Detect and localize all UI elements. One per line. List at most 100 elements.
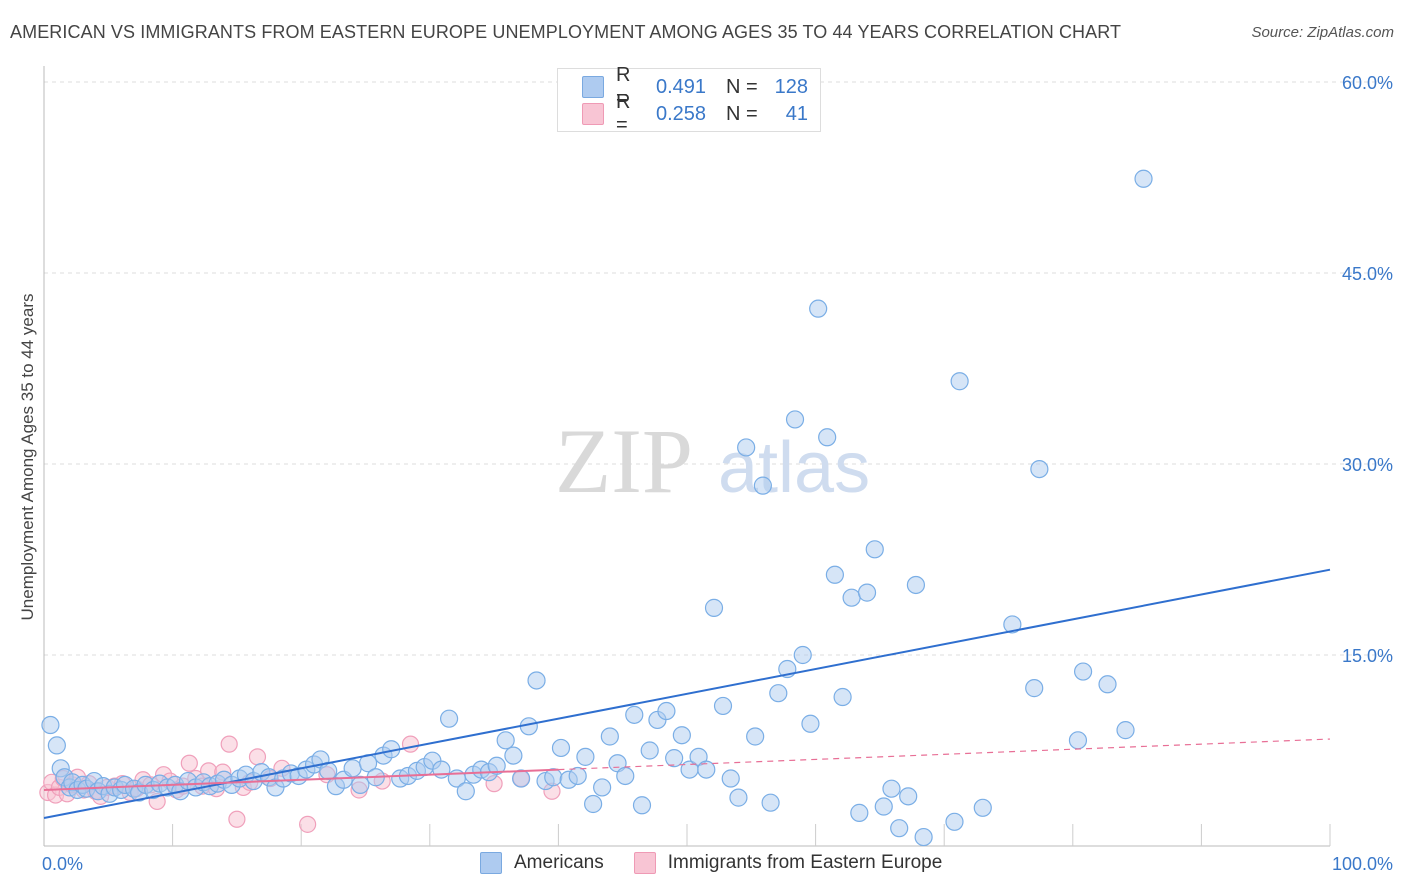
americans-point [640, 741, 659, 760]
americans-point [809, 299, 828, 318]
immigrants-point [299, 815, 317, 833]
n-value: 41 [785, 102, 808, 125]
stats-legend: R = 0.491 N = 128 R = 0.258 N = 41 [557, 64, 821, 136]
immigrants-point [180, 754, 198, 772]
americans-point [1068, 731, 1088, 750]
americans-point [857, 583, 877, 602]
immigrants-trend-line [43, 768, 559, 791]
x-tick-label: 0.0% [42, 854, 83, 874]
americans-point [950, 372, 969, 391]
americans-point [906, 575, 926, 595]
americans-point [584, 794, 603, 814]
axes [43, 66, 1331, 847]
americans-point [842, 588, 861, 607]
americans-point [672, 726, 691, 745]
americans-point [616, 766, 635, 786]
n-value: 128 [774, 75, 808, 98]
americans-point [793, 645, 812, 665]
americans-point [1134, 169, 1153, 188]
watermark-zip: ZIP [555, 410, 693, 512]
americans-point [456, 782, 475, 801]
legend-row-americans: R = 0.491 N = 128 [582, 64, 808, 109]
y-tick-label: 45.0% [1342, 264, 1393, 284]
americans-point [704, 598, 724, 617]
americans-point [890, 819, 909, 838]
r-label: R = [616, 64, 631, 109]
americans-trend-line [43, 568, 1331, 819]
x-tick-label: 100.0% [1332, 854, 1393, 874]
y-axis-label: Unemployment Among Ages 35 to 44 years [18, 294, 37, 621]
immigrants-point [401, 735, 420, 753]
americans-point [737, 438, 756, 457]
watermark-atlas: atlas [718, 428, 870, 508]
r-value: 0.258 [656, 102, 707, 125]
americans-point [1116, 721, 1135, 740]
americans-point [865, 540, 884, 559]
n-label: N = [726, 75, 758, 98]
legend-item-immigrants[interactable]: Immigrants from Eastern Europe [633, 852, 942, 874]
americans-point [665, 749, 684, 768]
americans-point [496, 731, 515, 750]
americans-point [729, 788, 748, 807]
tick-labels: 15.0% 30.0% 45.0% 60.0% 0.0% 100.0% [42, 73, 1393, 874]
americans-point [576, 747, 595, 766]
americans-point [47, 736, 66, 755]
americans-point [761, 793, 780, 812]
americans-point [769, 684, 788, 703]
americans-point [487, 756, 506, 775]
americans-point [833, 687, 852, 707]
source-label: Source: ZipAtlas.com [1251, 24, 1394, 41]
immigrants-swatch [582, 103, 604, 125]
americans-point [593, 778, 612, 797]
immigrants-point [220, 735, 238, 753]
americans-point [41, 715, 60, 735]
americans-point [512, 769, 531, 788]
immigrants-swatch [633, 852, 656, 874]
americans-point [439, 709, 459, 728]
trend-lines [43, 568, 1331, 819]
legend-row-immigrants: R = 0.258 N = 41 [582, 91, 808, 136]
americans-point [351, 775, 370, 794]
americans-point [801, 714, 820, 733]
americans-point [568, 766, 587, 786]
americans-point [432, 760, 451, 779]
americans-point [746, 727, 765, 746]
americans-point [945, 812, 964, 831]
americans-point [551, 738, 571, 758]
y-tick-label: 15.0% [1342, 646, 1393, 666]
legend-item-americans[interactable]: Americans [480, 852, 604, 874]
americans-point [753, 476, 772, 495]
americans-point [874, 797, 893, 816]
americans-point [1030, 459, 1049, 479]
americans-point [818, 428, 837, 447]
americans-point [899, 787, 918, 806]
americans-point [625, 705, 644, 724]
americans-point [697, 760, 716, 779]
immigrants-trend-line-projection [558, 738, 1331, 771]
watermark: ZIP atlas [555, 410, 870, 512]
americans-point [657, 701, 676, 721]
chart-title: AMERICAN VS IMMIGRANTS FROM EASTERN EURO… [10, 22, 1122, 42]
americans-point [973, 798, 992, 817]
immigrants-point [228, 810, 246, 828]
americans-point [1003, 615, 1022, 634]
americans-points [41, 169, 1153, 847]
americans-point [632, 796, 652, 815]
y-tick-label: 30.0% [1342, 455, 1393, 475]
americans-point [825, 565, 844, 584]
americans-point [600, 727, 619, 746]
americans-point [544, 768, 563, 787]
americans-point [1073, 662, 1093, 681]
americans-point [504, 746, 523, 765]
americans-point [343, 759, 362, 778]
americans-point [713, 696, 733, 716]
americans-point [914, 827, 933, 847]
r-label: R = [616, 91, 631, 136]
americans-point [721, 769, 740, 788]
y-tick-label: 60.0% [1342, 73, 1393, 93]
americans-point [1098, 675, 1117, 694]
r-value: 0.491 [656, 75, 707, 98]
americans-point [527, 671, 546, 690]
americans-point [785, 410, 805, 429]
